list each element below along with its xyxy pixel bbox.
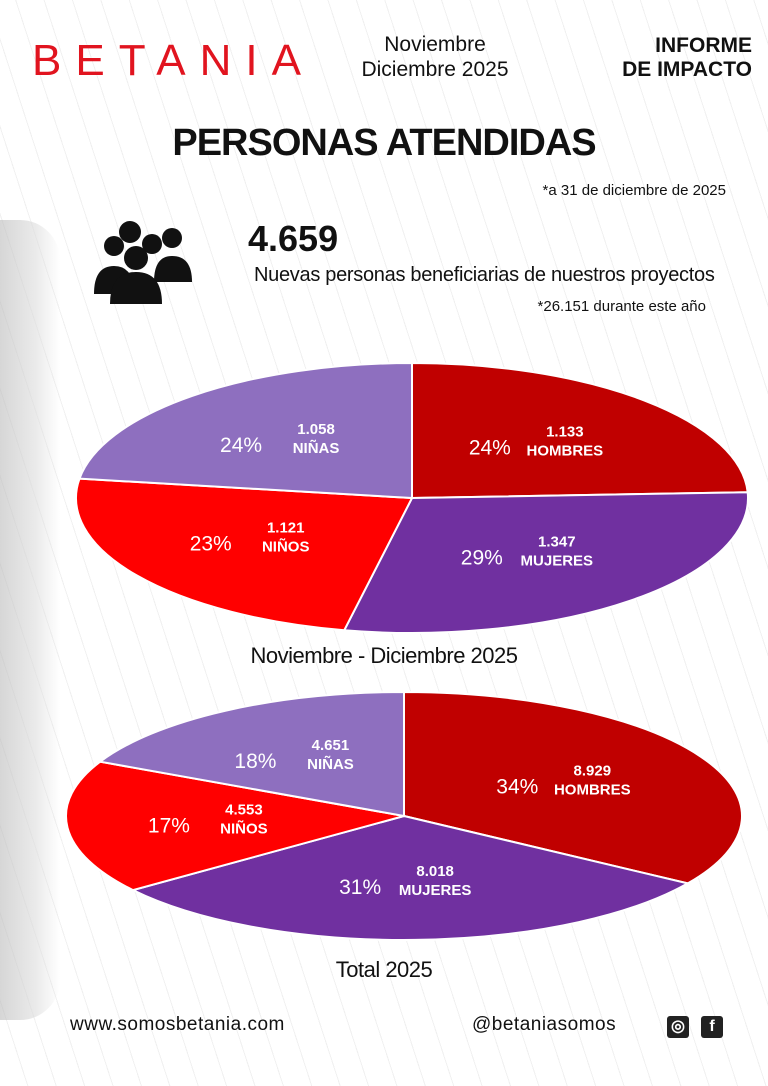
- chart1-percent-label-mujeres: 29%: [461, 547, 503, 570]
- chart1-slice-ninas: [78, 361, 413, 500]
- chart1-slice-ninos: [75, 477, 414, 632]
- chart1-category-label-ninos: NIÑOS: [262, 538, 310, 556]
- chart2-slice-ninos: [65, 760, 405, 892]
- chart2-title: Total 2025: [335, 957, 433, 982]
- chart2-slice-ninas: [97, 690, 405, 818]
- chart2-percent-label-ninas: 18%: [234, 750, 276, 773]
- chart1-percent-label-hombres: 24%: [469, 436, 511, 459]
- website-link[interactable]: www.somosbetania.com: [70, 1014, 285, 1035]
- year-total-note: *26.151 durante este año: [537, 298, 706, 315]
- chart1-category-label-hombres: HOMBRES: [527, 442, 604, 459]
- report-title: INFORME DE IMPACTO: [622, 34, 752, 82]
- chart2-percent-label-mujeres: 31%: [339, 876, 381, 899]
- chart1-percent-label-ninas: 24%: [220, 434, 262, 457]
- people-group-icon: [94, 221, 192, 304]
- chart2-category-label-mujeres: MUJERES: [399, 882, 472, 899]
- chart1-value-label-mujeres: 1.347: [538, 534, 576, 551]
- chart1-value-label-ninos: 1.121: [267, 520, 305, 537]
- facebook-icon[interactable]: f: [701, 1016, 723, 1038]
- chart1-slice-mujeres: [342, 491, 749, 634]
- report-line1: INFORME: [655, 34, 752, 57]
- period-line1: Noviembre: [384, 33, 486, 56]
- report-period: Noviembre Diciembre 2025: [330, 32, 540, 82]
- chart2-value-label-mujeres: 8.018: [416, 863, 454, 880]
- chart1-title: Noviembre - Diciembre 2025: [250, 643, 519, 668]
- page-title: PERSONAS ATENDIDAS: [172, 122, 596, 164]
- chart2-percent-label-hombres: 34%: [496, 775, 538, 798]
- betania-logo: BETANIA: [32, 36, 316, 85]
- social-handle[interactable]: @betaniasomos: [472, 1014, 617, 1035]
- new-beneficiaries-count: 4.659: [248, 218, 339, 259]
- new-beneficiaries-description: Nuevas personas beneficiarias de nuestro…: [254, 264, 715, 286]
- chart1-category-label-mujeres: MUJERES: [521, 553, 594, 570]
- chart2-value-label-ninos: 4.553: [225, 801, 263, 818]
- chart2-category-label-ninas: NIÑAS: [307, 755, 354, 773]
- instagram-icon[interactable]: ◎: [667, 1016, 689, 1038]
- period-line2: Diciembre 2025: [361, 58, 509, 81]
- chart2-category-label-ninos: NIÑOS: [220, 819, 268, 837]
- chart2-category-label-hombres: HOMBRES: [554, 781, 631, 798]
- brush-stroke-decoration: [0, 220, 60, 1020]
- chart2-value-label-hombres: 8.929: [574, 762, 612, 779]
- chart1-value-label-hombres: 1.133: [546, 423, 584, 440]
- chart1-value-label-ninas: 1.058: [297, 421, 335, 438]
- as-of-note: *a 31 de diciembre de 2025: [542, 182, 726, 199]
- chart2-value-label-ninas: 4.651: [312, 737, 350, 754]
- chart1-percent-label-ninos: 23%: [190, 533, 232, 556]
- chart1-slice-hombres: [411, 361, 749, 500]
- report-line2: DE IMPACTO: [622, 58, 752, 81]
- chart1-category-label-ninas: NIÑAS: [293, 439, 340, 457]
- chart2-percent-label-ninos: 17%: [148, 814, 190, 837]
- chart2-slice-mujeres: [130, 814, 691, 941]
